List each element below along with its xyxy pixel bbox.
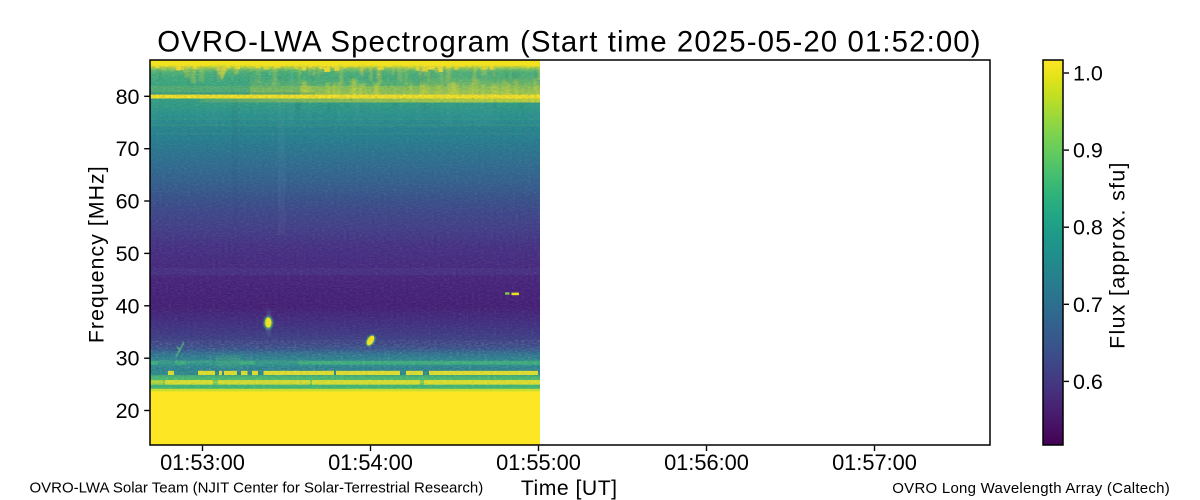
svg-text:OVRO-LWA Spectrogram (Start ti: OVRO-LWA Spectrogram (Start time 2025-05…	[157, 25, 981, 58]
svg-text:20: 20	[116, 399, 140, 423]
svg-text:Time [UT]: Time [UT]	[521, 477, 618, 500]
svg-text:01:54:00: 01:54:00	[328, 450, 413, 475]
svg-text:70: 70	[116, 137, 140, 161]
svg-text:60: 60	[116, 190, 140, 214]
svg-text:40: 40	[116, 294, 140, 318]
svg-text:0.8: 0.8	[1073, 216, 1103, 240]
svg-text:OVRO Long Wavelength Array (Ca: OVRO Long Wavelength Array (Caltech)	[892, 480, 1170, 497]
svg-text:1.0: 1.0	[1073, 62, 1103, 86]
svg-text:0.6: 0.6	[1073, 370, 1103, 394]
svg-text:OVRO-LWA Solar Team (NJIT Cent: OVRO-LWA Solar Team (NJIT Center for Sol…	[30, 479, 484, 496]
svg-text:30: 30	[116, 347, 140, 371]
svg-text:0.7: 0.7	[1073, 293, 1103, 317]
svg-text:50: 50	[116, 242, 140, 266]
svg-text:01:55:00: 01:55:00	[496, 450, 581, 475]
svg-text:0.9: 0.9	[1073, 139, 1103, 163]
svg-text:Flux [approx. sfu]: Flux [approx. sfu]	[1107, 161, 1130, 349]
svg-text:01:57:00: 01:57:00	[832, 450, 917, 475]
svg-text:01:53:00: 01:53:00	[160, 450, 245, 475]
svg-text:01:56:00: 01:56:00	[664, 450, 749, 475]
svg-text:Frequency [MHz]: Frequency [MHz]	[86, 165, 109, 343]
svg-text:80: 80	[116, 85, 140, 109]
